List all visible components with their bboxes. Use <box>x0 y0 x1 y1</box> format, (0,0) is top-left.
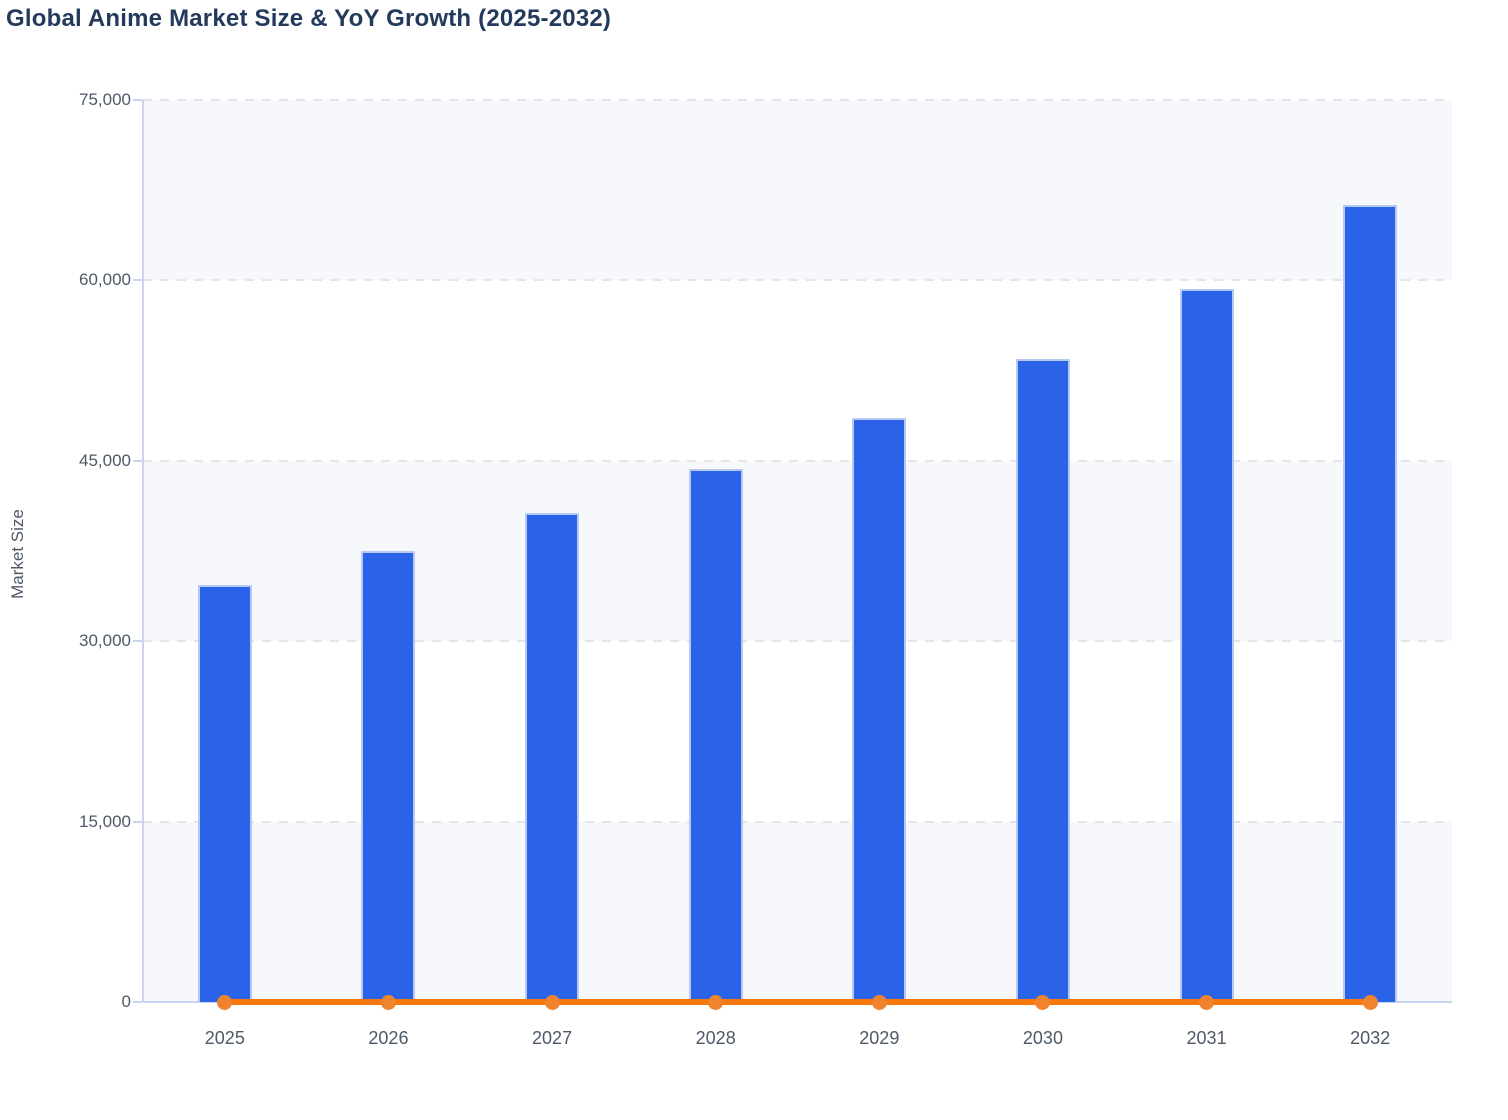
background-band <box>143 641 1452 822</box>
bar-2031[interactable] <box>1179 288 1234 1002</box>
yoy-growth-marker-2031[interactable] <box>1199 994 1215 1010</box>
y-axis-label: 60,000 <box>79 270 131 290</box>
plot-area: 0 15,000 30,000 45,000 60,000 75,000 2025 2026 2… <box>79 90 1452 1048</box>
y-axis-label: 30,000 <box>79 631 131 651</box>
x-axis-label: 2031 <box>1186 1028 1227 1048</box>
x-axis-label: 2029 <box>859 1028 900 1048</box>
yoy-growth-marker-2026[interactable] <box>380 994 396 1010</box>
bar-2029[interactable] <box>852 417 907 1002</box>
x-axis-label: 2027 <box>532 1028 573 1048</box>
y-axis-title: Market Size <box>8 509 27 599</box>
background-band <box>143 460 1452 642</box>
bar-2030[interactable] <box>1015 358 1070 1002</box>
bar-2027[interactable] <box>525 512 580 1002</box>
x-axis-label: 2028 <box>695 1028 736 1048</box>
chart-title: Global Anime Market Size & YoY Growth (2… <box>6 5 612 32</box>
x-axis-label: 2026 <box>368 1028 409 1048</box>
y-axis-tick <box>133 820 142 823</box>
x-axis-label: 2032 <box>1350 1028 1391 1048</box>
bar-2032[interactable] <box>1343 204 1398 1002</box>
y-axis-line <box>142 100 144 1002</box>
y-axis-label: 15,000 <box>79 811 131 831</box>
gridline <box>143 640 1452 643</box>
y-axis-label: 45,000 <box>79 450 131 470</box>
y-axis-label: 75,000 <box>79 90 131 109</box>
x-axis-label: 2030 <box>1022 1028 1063 1048</box>
bar-2028[interactable] <box>688 469 743 1002</box>
bar-2026[interactable] <box>361 551 416 1002</box>
yoy-growth-marker-2028[interactable] <box>708 994 724 1010</box>
y-axis-tick <box>133 640 142 643</box>
gridline <box>143 820 1452 823</box>
y-axis-tick <box>133 279 142 282</box>
yoy-growth-marker-2032[interactable] <box>1362 994 1378 1010</box>
bar-2025[interactable] <box>197 584 252 1002</box>
y-axis-tick <box>133 99 142 101</box>
y-axis-label: 0 <box>121 992 131 1011</box>
y-axis-tick <box>133 1001 142 1003</box>
yoy-growth-marker-2027[interactable] <box>544 994 560 1010</box>
y-axis-tick <box>133 459 142 462</box>
background-band <box>143 100 1452 281</box>
gridline <box>143 459 1452 462</box>
gridline <box>143 99 1452 101</box>
yoy-growth-marker-2029[interactable] <box>871 994 887 1010</box>
yoy-growth-line <box>224 999 1371 1005</box>
background-band <box>143 821 1452 1002</box>
gridline <box>143 279 1452 282</box>
x-axis-label: 2025 <box>204 1028 245 1048</box>
yoy-growth-marker-2025[interactable] <box>217 994 233 1010</box>
background-band <box>143 280 1452 461</box>
yoy-growth-marker-2030[interactable] <box>1035 994 1051 1010</box>
